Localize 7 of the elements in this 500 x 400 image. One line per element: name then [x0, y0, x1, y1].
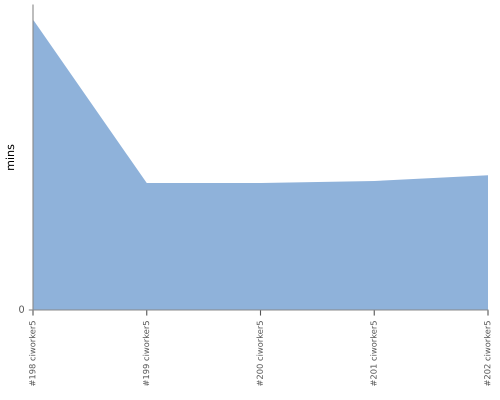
x-tick-label: #198 ciworker5 — [28, 321, 36, 386]
x-tick-label: #200 ciworker5 — [256, 321, 263, 386]
text: 0 — [19, 305, 24, 313]
x-tick-label: #202 ciworker5 — [484, 321, 490, 386]
x-tick-label: #201 ciworker5 — [370, 321, 377, 386]
x-tick-label: #199 ciworker5 — [142, 321, 150, 386]
y-axis-title: mins — [6, 144, 14, 170]
